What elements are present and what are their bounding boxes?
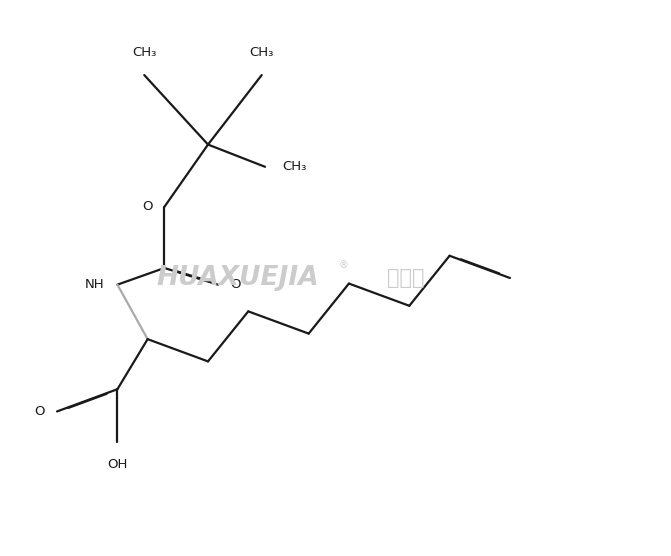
Text: ®: ®: [339, 260, 349, 270]
Text: CH₃: CH₃: [282, 160, 306, 173]
Text: OH: OH: [107, 458, 127, 470]
Text: CH₃: CH₃: [250, 47, 274, 59]
Text: O: O: [142, 200, 152, 214]
Text: NH: NH: [85, 278, 104, 291]
Text: O: O: [34, 405, 45, 418]
Text: O: O: [230, 278, 241, 291]
Text: CH₃: CH₃: [132, 47, 156, 59]
Text: 化学加: 化学加: [387, 268, 425, 288]
Text: HUAXUEJIA: HUAXUEJIA: [157, 265, 319, 291]
